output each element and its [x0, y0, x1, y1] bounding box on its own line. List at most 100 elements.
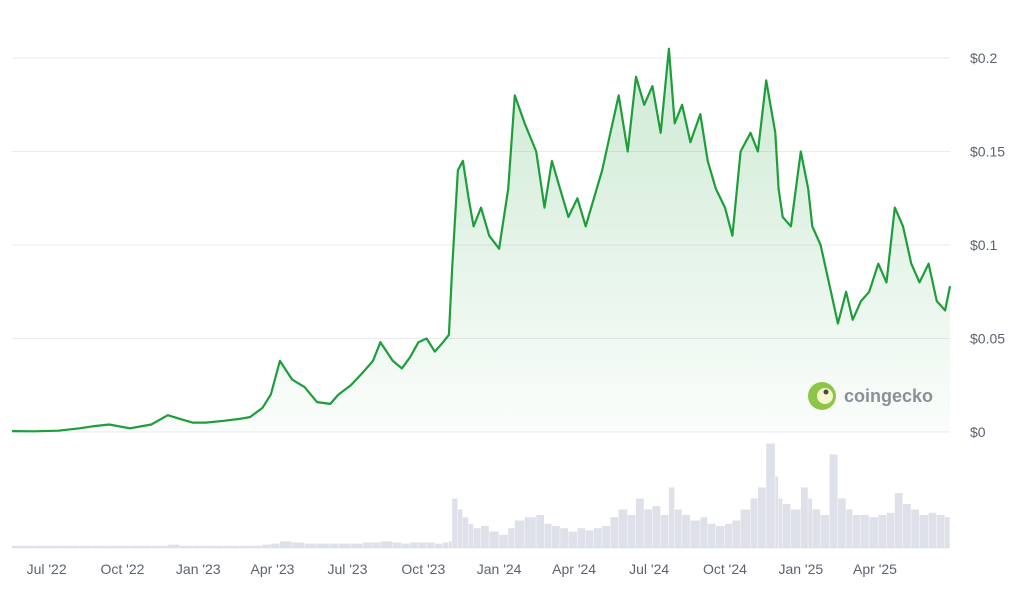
coingecko-watermark: coingecko	[808, 382, 933, 410]
x-tick-label: Oct '23	[401, 561, 445, 577]
volume-bar	[820, 515, 830, 548]
volume-bar	[410, 542, 418, 548]
volume-bar	[644, 509, 653, 548]
volume-bar	[577, 528, 586, 548]
volume-bar	[894, 493, 903, 548]
volume-bar	[732, 520, 741, 548]
volume-bar	[551, 526, 560, 548]
volume-bar	[766, 443, 775, 548]
volume-bar	[192, 545, 206, 548]
volume-bar	[936, 515, 945, 548]
volume-bar	[602, 526, 611, 548]
volume-bar	[338, 543, 351, 548]
x-tick-label: Apr '24	[552, 561, 596, 577]
x-tick-label: Apr '23	[251, 561, 295, 577]
x-tick-label: Jul '24	[629, 561, 669, 577]
volume-bar	[508, 528, 515, 548]
y-axis: $0 $0.05 $0.1 $0.15 $0.2	[970, 50, 1005, 440]
volume-bar	[790, 509, 801, 548]
volume-bar	[812, 509, 821, 548]
volume-bar	[911, 509, 920, 548]
volume-bar	[740, 509, 751, 548]
volume-bar	[775, 476, 779, 548]
volume-bar	[808, 498, 812, 548]
volume-bar	[223, 545, 240, 548]
volume-bar	[350, 543, 363, 548]
volume-bar	[434, 543, 443, 548]
volume-bar	[945, 517, 950, 548]
volume-bar	[627, 515, 636, 548]
volume-bar	[457, 509, 463, 548]
volume-bar	[91, 545, 109, 548]
volume-bar	[690, 520, 700, 548]
volume-bar	[270, 543, 280, 548]
volume-bar	[715, 526, 725, 548]
volume-bar	[499, 534, 508, 548]
volume-bar	[652, 506, 661, 548]
volume-bar	[568, 531, 578, 548]
volume-bar	[33, 545, 58, 548]
volume-bar	[426, 542, 435, 548]
x-tick-label: Jan '23	[176, 561, 221, 577]
volume-bar	[635, 498, 644, 548]
gecko-logo-face	[817, 388, 833, 404]
volume-bar	[593, 528, 602, 548]
volume-bar	[724, 523, 732, 548]
x-tick-label: Jan '25	[778, 561, 823, 577]
volume-bar	[473, 528, 481, 548]
volume-bar	[928, 512, 937, 548]
volume-bar	[363, 542, 373, 548]
x-tick-label: Oct '22	[100, 561, 144, 577]
volume-bar	[401, 543, 410, 548]
volume-bar	[778, 498, 783, 548]
volume-bar	[878, 515, 887, 548]
x-tick-label: Jul '22	[27, 561, 67, 577]
volume-bar	[109, 545, 130, 548]
volume-bar	[524, 517, 536, 548]
volume-bar	[79, 545, 92, 548]
gecko-logo-eye	[823, 389, 829, 395]
volume-bar	[250, 545, 263, 548]
volume-bar	[380, 541, 393, 548]
volume-bar	[829, 454, 838, 548]
x-tick-label: Oct '24	[703, 561, 747, 577]
volume-bar	[618, 509, 628, 548]
volume-bar	[481, 526, 489, 548]
volume-bar	[886, 512, 895, 548]
volume-bar	[860, 515, 869, 548]
volume-bar	[682, 515, 690, 548]
volume-bar	[919, 515, 929, 548]
y-tick-label: $0.05	[970, 331, 1005, 347]
volume-bar	[239, 545, 250, 548]
volume-bar	[660, 515, 669, 548]
volume-bar	[585, 530, 594, 548]
volume-bar	[129, 545, 151, 548]
volume-bar	[700, 517, 708, 548]
volume-bar	[418, 542, 427, 548]
watermark-text: coingecko	[844, 386, 933, 406]
volume-bar	[448, 541, 452, 548]
x-tick-label: Jul '23	[327, 561, 367, 577]
volume-bar	[167, 544, 180, 548]
volume-bar	[262, 544, 271, 548]
volume-bar	[279, 541, 292, 548]
volume-bar	[304, 543, 317, 548]
volume-bar	[536, 515, 545, 548]
volume-bar	[852, 515, 861, 548]
volume-bar	[292, 542, 305, 548]
y-tick-label: $0.2	[970, 50, 997, 66]
volume-bar	[869, 517, 878, 548]
volume-bar	[903, 504, 911, 548]
volume-bar	[468, 523, 474, 548]
volume-bar	[180, 545, 193, 548]
price-area	[12, 48, 950, 432]
volume-bar	[316, 543, 330, 548]
volume-bar	[610, 517, 619, 548]
volume-bar	[373, 542, 381, 548]
x-tick-label: Apr '25	[853, 561, 897, 577]
volume-bar	[750, 498, 758, 548]
volume-bar	[757, 487, 766, 548]
volume-bar	[544, 523, 552, 548]
y-tick-label: $0.15	[970, 144, 1005, 160]
x-tick-label: Jan '24	[477, 561, 522, 577]
